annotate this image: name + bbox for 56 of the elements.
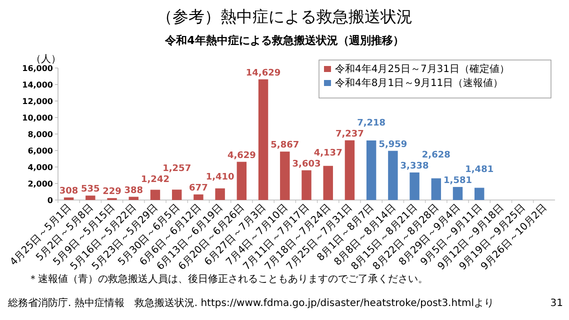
- data-label: 14,629: [246, 68, 281, 78]
- data-label: 1,481: [465, 164, 494, 175]
- bar: [431, 178, 442, 200]
- bar: [172, 190, 182, 200]
- text: 総務省消防庁. 熱中症情報 救急搬送状況. https://www.fdma.go.jp/disaster/heatstroke/post3.htmlより: [7, 297, 494, 309]
- bar: [452, 186, 463, 200]
- y-axis-title: （人）: [31, 54, 61, 65]
- bar: [236, 162, 247, 200]
- bar: [194, 194, 204, 200]
- chart-title: （参考）熱中症による救急搬送状況: [156, 7, 412, 26]
- bar: [150, 190, 160, 200]
- y-tick-label: 10,000: [22, 114, 54, 122]
- data-label: 308: [59, 186, 78, 196]
- data-label: 4,629: [227, 150, 256, 161]
- data-label: 1,410: [206, 172, 234, 182]
- text: ＊速報値（青）の救急搬送人員は、後日修正されることもありますのでご了承ください。: [28, 273, 428, 285]
- bar: [474, 188, 484, 200]
- data-label: 1,581: [444, 176, 472, 186]
- data-label: 7,237: [335, 129, 364, 140]
- data-label: 2,628: [422, 150, 450, 160]
- y-tick-label: 14,000: [22, 80, 54, 90]
- data-label: 5,867: [270, 140, 300, 151]
- data-label: 388: [124, 186, 144, 196]
- data-label: 3,603: [292, 159, 321, 170]
- data-label: 535: [81, 184, 100, 195]
- chart-subtitle: 令和4年熱中症による救急搬送状況（週別推移）: [164, 34, 404, 47]
- bar: [366, 140, 376, 200]
- bar: [323, 166, 333, 200]
- data-label: 229: [102, 187, 122, 198]
- bar: [86, 196, 96, 200]
- y-tick-label: 12,000: [22, 97, 54, 106]
- data-label: 677: [189, 183, 208, 194]
- bar: [410, 172, 420, 200]
- y-tick-label: 2,000: [28, 180, 54, 188]
- bar: [388, 150, 398, 200]
- text: 31: [550, 298, 563, 309]
- data-label: 7,218: [357, 118, 386, 128]
- legend-label: 令和4年4月25日～7月31日（確定値）: [335, 63, 510, 75]
- bar: [344, 140, 355, 200]
- bar: [128, 196, 138, 200]
- data-label: 1,257: [162, 164, 192, 174]
- y-tick-label: 16,000: [22, 64, 54, 73]
- data-label: 3,338: [400, 161, 429, 172]
- y-tick-label: 8,000: [28, 130, 54, 139]
- data-label: 4,137: [314, 148, 342, 158]
- y-tick-label: 0: [47, 196, 54, 205]
- bar: [64, 197, 74, 200]
- bar: [215, 188, 225, 200]
- bar: [258, 79, 268, 200]
- data-label: 1,242: [141, 174, 170, 185]
- y-tick-label: 6,000: [28, 146, 54, 156]
- bar: [302, 170, 312, 200]
- data-label: 5,959: [378, 140, 408, 150]
- legend-label: 令和4年8月1日～9月11日（速報値）: [335, 77, 504, 89]
- bar: [280, 152, 290, 200]
- y-tick-label: 4,000: [28, 163, 54, 172]
